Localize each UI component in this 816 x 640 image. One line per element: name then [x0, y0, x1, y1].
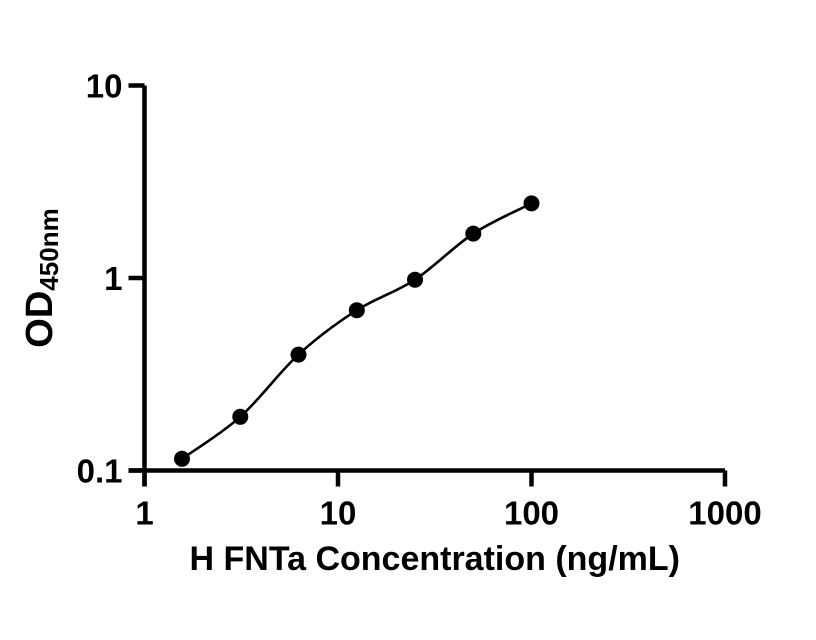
data-point — [407, 271, 423, 288]
data-point — [232, 408, 249, 425]
x-tick-label: 1 — [135, 495, 153, 532]
x-tick-label: 1000 — [688, 495, 761, 532]
od-subscript-label: 450nm — [34, 208, 64, 290]
data-point — [465, 225, 482, 242]
x-tick-label: 10 — [320, 495, 357, 532]
y-tick-label: 10 — [86, 67, 123, 104]
data-point — [523, 195, 540, 212]
y-tick-label: 0.1 — [77, 452, 123, 489]
x-axis-title: H FNTa Concentration (ng/mL) — [190, 540, 680, 578]
x-tick-label: 100 — [504, 495, 559, 532]
y-tick-label: 1 — [104, 260, 122, 297]
y-axis-title: OD450nm — [19, 208, 64, 347]
data-point — [290, 346, 307, 363]
data-point — [174, 450, 190, 467]
data-point — [348, 302, 365, 319]
od-label: OD — [19, 291, 61, 348]
